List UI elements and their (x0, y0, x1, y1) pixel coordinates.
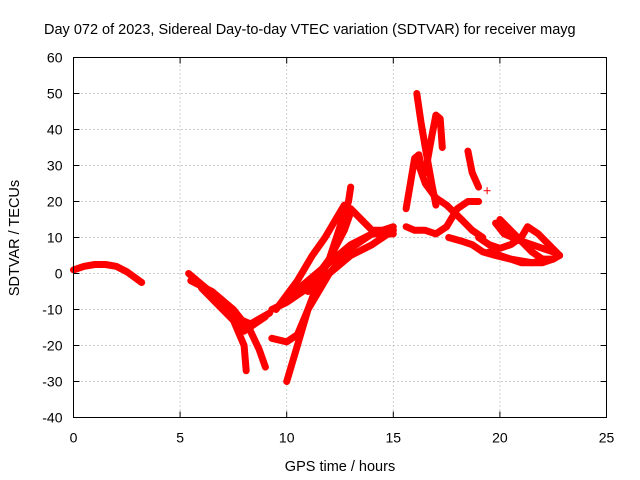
y-tick-label: 50 (47, 86, 63, 102)
series-track-23 (492, 219, 557, 256)
x-tick-label: 0 (70, 430, 78, 446)
x-axis-label: GPS time / hours (285, 459, 395, 475)
y-tick-label: -40 (42, 410, 62, 426)
chart-title: Day 072 of 2023, Sidereal Day-to-day VTE… (44, 22, 576, 38)
y-tick-label: 20 (47, 194, 63, 210)
series-track-11 (283, 230, 397, 303)
y-tick-label: 10 (47, 230, 63, 246)
outlier-point (483, 187, 491, 195)
series-track-9 (268, 226, 397, 346)
x-tick-label: 20 (492, 430, 508, 446)
y-tick-label: 60 (47, 50, 63, 66)
series-track-15 (421, 111, 446, 177)
series-track-12 (336, 205, 397, 234)
y-tick-label: -10 (42, 302, 62, 318)
series-track-1 (70, 261, 146, 286)
grid (73, 57, 607, 418)
series-track-18 (464, 147, 483, 191)
y-tick-label: 40 (47, 122, 63, 138)
series-track-13 (402, 151, 427, 213)
x-tick-label: 5 (176, 430, 184, 446)
y-axis-label: SDTVAR / TECUs (7, 180, 23, 296)
series-track-16 (402, 198, 483, 238)
x-tick-label: 15 (386, 430, 402, 446)
x-tick-label: 10 (279, 430, 295, 446)
series-track-22 (485, 248, 557, 267)
y-tick-label: -30 (42, 374, 62, 390)
series-track-17 (415, 162, 487, 241)
y-tick-label: -20 (42, 338, 62, 354)
y-tick-label: 30 (47, 158, 63, 174)
axis-ticks: 0 5 10 15 20 25 -40 -30 -20 -10 0 10 20 30 40 50 60 (42, 50, 614, 446)
x-tick-label: 25 (599, 430, 615, 446)
data-series (70, 90, 564, 385)
y-tick-label: 0 (55, 266, 63, 282)
series-track-5 (208, 291, 274, 328)
